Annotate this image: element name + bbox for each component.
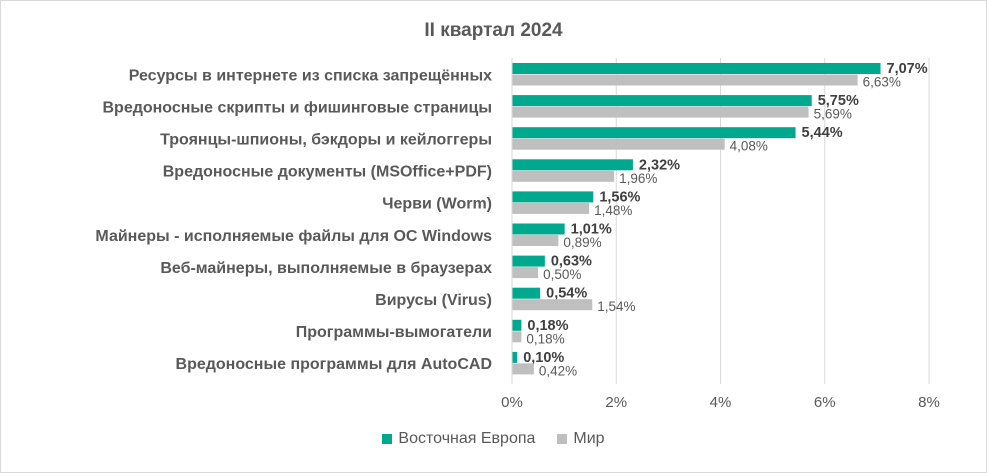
data-label-world: 4,08% — [730, 139, 768, 154]
data-label-world: 0,18% — [526, 331, 564, 346]
bar-world — [512, 331, 522, 343]
legend-label-eastern-europe: Восточная Европа — [398, 430, 536, 447]
data-label-eastern-europe: 1,56% — [599, 189, 640, 205]
data-label-eastern-europe: 0,54% — [546, 286, 587, 302]
bar-world — [512, 267, 539, 279]
bar-eastern-europe — [512, 319, 522, 331]
data-label-eastern-europe: 5,75% — [818, 93, 859, 109]
bar-world — [512, 74, 858, 86]
bar-eastern-europe — [512, 351, 518, 363]
data-label-eastern-europe: 1,01% — [571, 222, 612, 238]
category-label: Веб-майнеры, выполняемые в браузерах — [160, 260, 492, 277]
bar-eastern-europe — [512, 95, 812, 107]
chart-title: II квартал 2024 — [424, 20, 563, 41]
category-label: Черви (Worm) — [382, 196, 492, 213]
bar-eastern-europe — [512, 63, 881, 74]
category-label: Вредоносные документы (MSOffice+PDF) — [163, 164, 492, 181]
x-tick-label: 4% — [710, 394, 732, 411]
bar-eastern-europe — [512, 223, 565, 235]
x-tick-label: 8% — [918, 394, 940, 411]
x-tick-label: 2% — [605, 394, 627, 411]
bar-eastern-europe — [512, 255, 545, 267]
bar-eastern-europe — [512, 191, 594, 203]
category-label: Ресурсы в интернете из списка запрещённы… — [129, 67, 492, 84]
bar-world — [512, 138, 725, 150]
category-label: Вредоносные программы для AutoCAD — [176, 356, 492, 373]
legend-label-world: Мир — [573, 430, 605, 447]
x-tick-label: 6% — [814, 394, 836, 411]
category-label: Троянцы-шпионы, бэкдоры и кейлоггеры — [160, 131, 492, 148]
data-label-eastern-europe: 5,44% — [802, 125, 843, 141]
bar-eastern-europe — [512, 287, 541, 299]
bar-eastern-europe — [512, 159, 633, 171]
bar-world — [512, 235, 559, 246]
data-label-world: 5,69% — [814, 107, 852, 122]
category-label: Программы-вымогатели — [296, 324, 492, 341]
bar-world — [512, 106, 809, 118]
data-label-world: 0,89% — [563, 235, 601, 250]
legend-swatch-eastern-europe — [382, 434, 393, 444]
data-label-world: 0,50% — [543, 267, 581, 282]
data-label-world: 1,96% — [619, 171, 657, 186]
data-label-world: 1,48% — [594, 203, 632, 218]
data-label-world: 6,63% — [863, 75, 901, 90]
legend: Восточная Европа Мир — [0, 430, 987, 448]
data-label-eastern-europe: 2,32% — [639, 157, 680, 173]
category-label: Вредоносные скрипты и фишинговые страниц… — [102, 99, 492, 116]
bar-eastern-europe — [512, 127, 796, 139]
data-label-world: 0,42% — [539, 363, 577, 378]
data-label-eastern-europe: 0,10% — [523, 350, 564, 366]
category-label: Вирусы (Virus) — [375, 292, 492, 309]
data-label-world: 1,54% — [597, 299, 635, 314]
category-label: Майнеры - исполняемые файлы для ОС Windo… — [95, 228, 492, 245]
bar-world — [512, 299, 593, 311]
bar-world — [512, 363, 534, 375]
bar-world — [512, 170, 615, 182]
data-label-eastern-europe: 0,63% — [551, 254, 592, 270]
data-label-eastern-europe: 7,07% — [887, 61, 928, 77]
x-tick-label: 0% — [501, 394, 523, 411]
data-label-eastern-europe: 0,18% — [527, 318, 568, 334]
legend-swatch-world — [557, 434, 568, 444]
bar-world — [512, 202, 590, 214]
legend-item-eastern-europe: Восточная Европа — [382, 430, 535, 448]
legend-item-world: Мир — [557, 430, 605, 448]
